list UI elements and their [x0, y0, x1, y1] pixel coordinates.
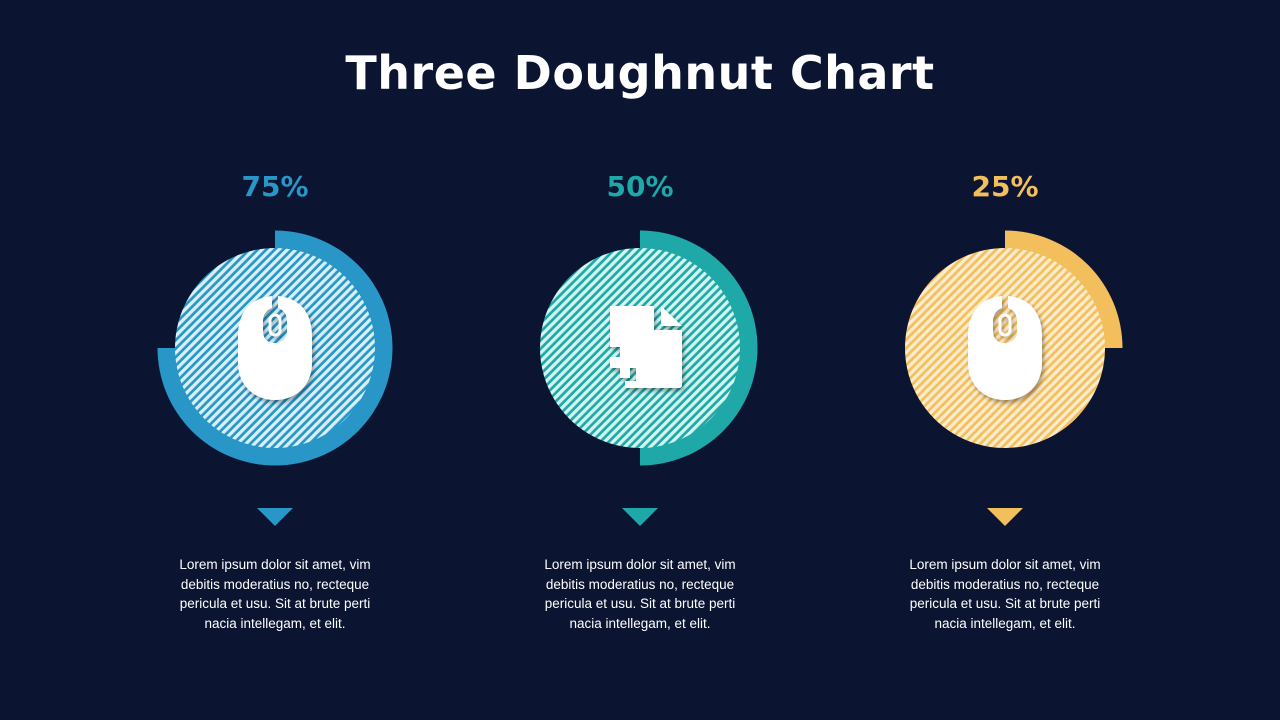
description-text: Lorem ipsum dolor sit amet, vim debitis … [544, 557, 736, 631]
page-title: Three Doughnut Chart [345, 46, 935, 100]
percent-label: 75% [241, 170, 309, 203]
doughnut-card-1: 75% Lorem ipsum dolor sit amet, vim debi… [125, 0, 425, 720]
doughnut-chart [905, 230, 1123, 448]
mouse-icon [238, 296, 312, 400]
percent-label: 25% [971, 170, 1039, 203]
mouse-icon [968, 296, 1042, 400]
triangle-marker [622, 508, 658, 526]
file-plus-icon [610, 306, 682, 388]
triangle-marker [257, 508, 293, 526]
triangle-marker [987, 508, 1023, 526]
percent-label: 50% [606, 170, 674, 203]
doughnut-chart [157, 230, 393, 466]
doughnut-card-3: 25% Lorem ipsum dolor sit amet, vim debi… [855, 0, 1155, 720]
doughnut-card-2: 50% Lorem ipsum dolor sit amet, vim debi… [490, 0, 790, 720]
description-text: Lorem ipsum dolor sit amet, vim debitis … [909, 557, 1101, 631]
doughnut-chart [540, 230, 758, 466]
description-text: Lorem ipsum dolor sit amet, vim debitis … [179, 557, 371, 631]
